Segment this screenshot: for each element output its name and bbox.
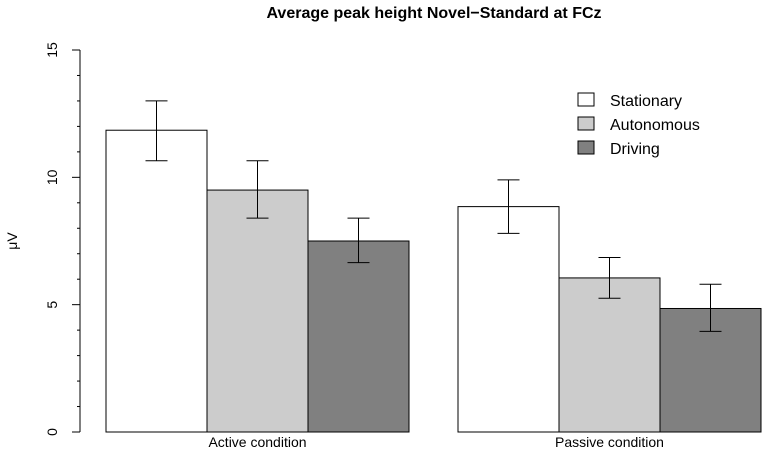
chart-title: Average peak height Novel−Standard at FC…	[266, 5, 601, 22]
legend-label: Stationary	[610, 93, 682, 110]
y-tick-label: 15	[44, 42, 60, 58]
legend-swatch	[577, 116, 595, 131]
y-tick-label: 10	[44, 169, 60, 185]
y-axis-label: μV	[4, 232, 20, 250]
category-label: Active condition	[208, 434, 306, 450]
legend-label: Driving	[610, 141, 660, 158]
legend: Stationary Autonomous Driving	[577, 92, 700, 158]
error-bars	[145, 100, 722, 332]
bar-stationary-1	[457, 206, 560, 433]
bar-autonomous-0	[206, 189, 309, 433]
y-tick-label: 0	[44, 428, 60, 436]
bar-stationary-0	[105, 129, 208, 433]
error-bar	[246, 160, 269, 219]
error-bar	[598, 257, 621, 299]
category-label: Passive condition	[555, 434, 664, 450]
y-tick-label: 5	[44, 301, 60, 309]
y-axis: 0 5 10 15	[44, 42, 81, 436]
legend-swatch	[577, 92, 595, 107]
bar-driving-0	[307, 240, 410, 433]
error-bar	[347, 217, 370, 264]
category-labels: Active condition Passive condition	[208, 434, 664, 450]
error-bar	[699, 283, 722, 332]
legend-swatch	[577, 140, 595, 155]
bars	[105, 129, 762, 433]
error-bar	[145, 100, 168, 162]
bar-autonomous-1	[558, 277, 661, 433]
legend-label: Autonomous	[610, 117, 700, 134]
error-bar	[497, 179, 520, 234]
